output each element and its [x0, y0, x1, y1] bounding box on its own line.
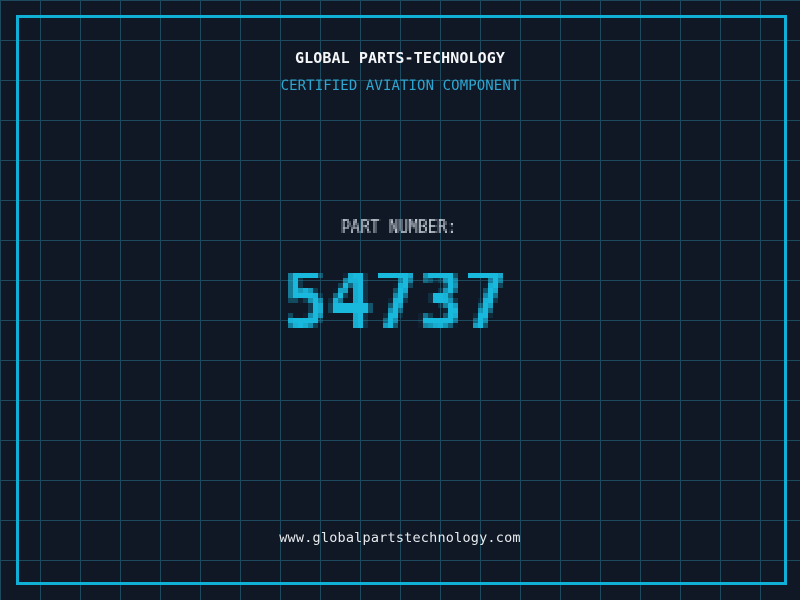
brand-title: GLOBAL PARTS-TECHNOLOGY	[294, 49, 505, 67]
website-url: www.globalpartstechnology.com	[279, 530, 521, 546]
part-number-label	[341, 217, 459, 237]
part-number-value	[282, 273, 518, 333]
certification-subtitle: CERTIFIED AVIATION COMPONENT	[280, 78, 520, 94]
frame-border	[16, 15, 787, 585]
